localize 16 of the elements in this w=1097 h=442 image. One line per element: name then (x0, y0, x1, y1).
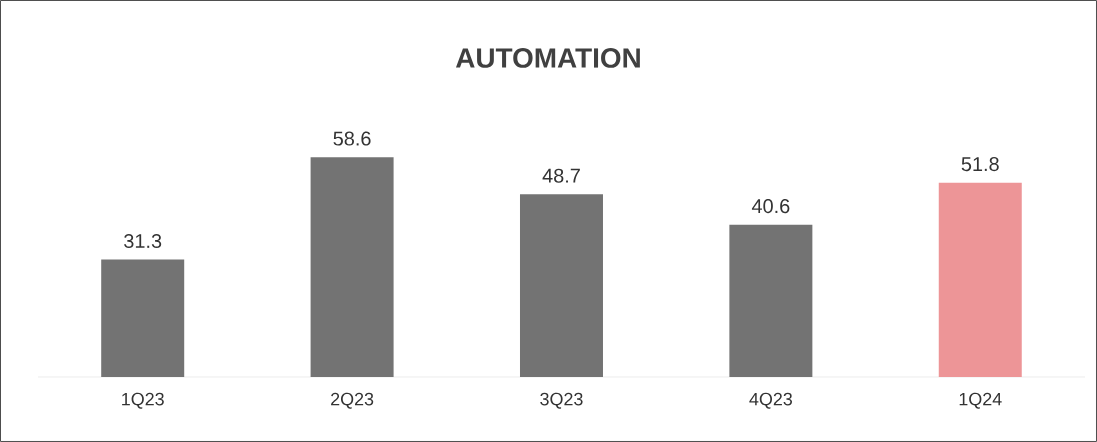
bar (938, 182, 1022, 377)
chart-title: AUTOMATION (455, 48, 640, 68)
x-tick-label: 4Q23 (749, 392, 793, 409)
x-tick-label: 3Q23 (540, 392, 583, 409)
x-tick-label: 2Q23 (331, 392, 374, 409)
bar (519, 194, 603, 377)
data-label: 48.7 (542, 168, 580, 183)
data-label: 40.6 (751, 199, 790, 214)
bar (310, 157, 394, 377)
bar (729, 224, 813, 377)
data-label: 51.8 (961, 157, 999, 172)
bar (101, 259, 185, 377)
data-label: 31.3 (124, 233, 162, 249)
data-label: 58.6 (333, 131, 371, 146)
x-tick-label: 1Q23 (122, 392, 164, 409)
x-tick-label: 1Q24 (959, 392, 1002, 409)
